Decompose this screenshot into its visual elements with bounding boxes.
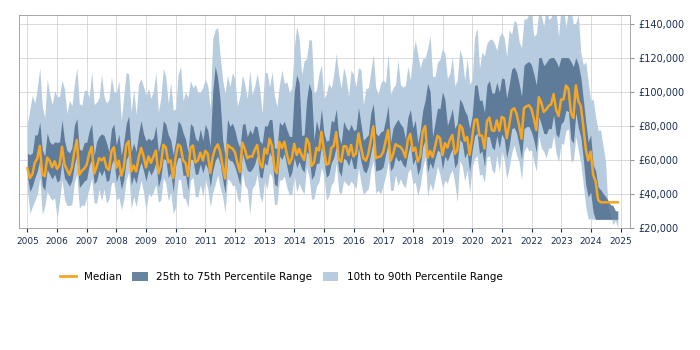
Legend: Median, 25th to 75th Percentile Range, 10th to 90th Percentile Range: Median, 25th to 75th Percentile Range, 1…	[56, 268, 507, 287]
